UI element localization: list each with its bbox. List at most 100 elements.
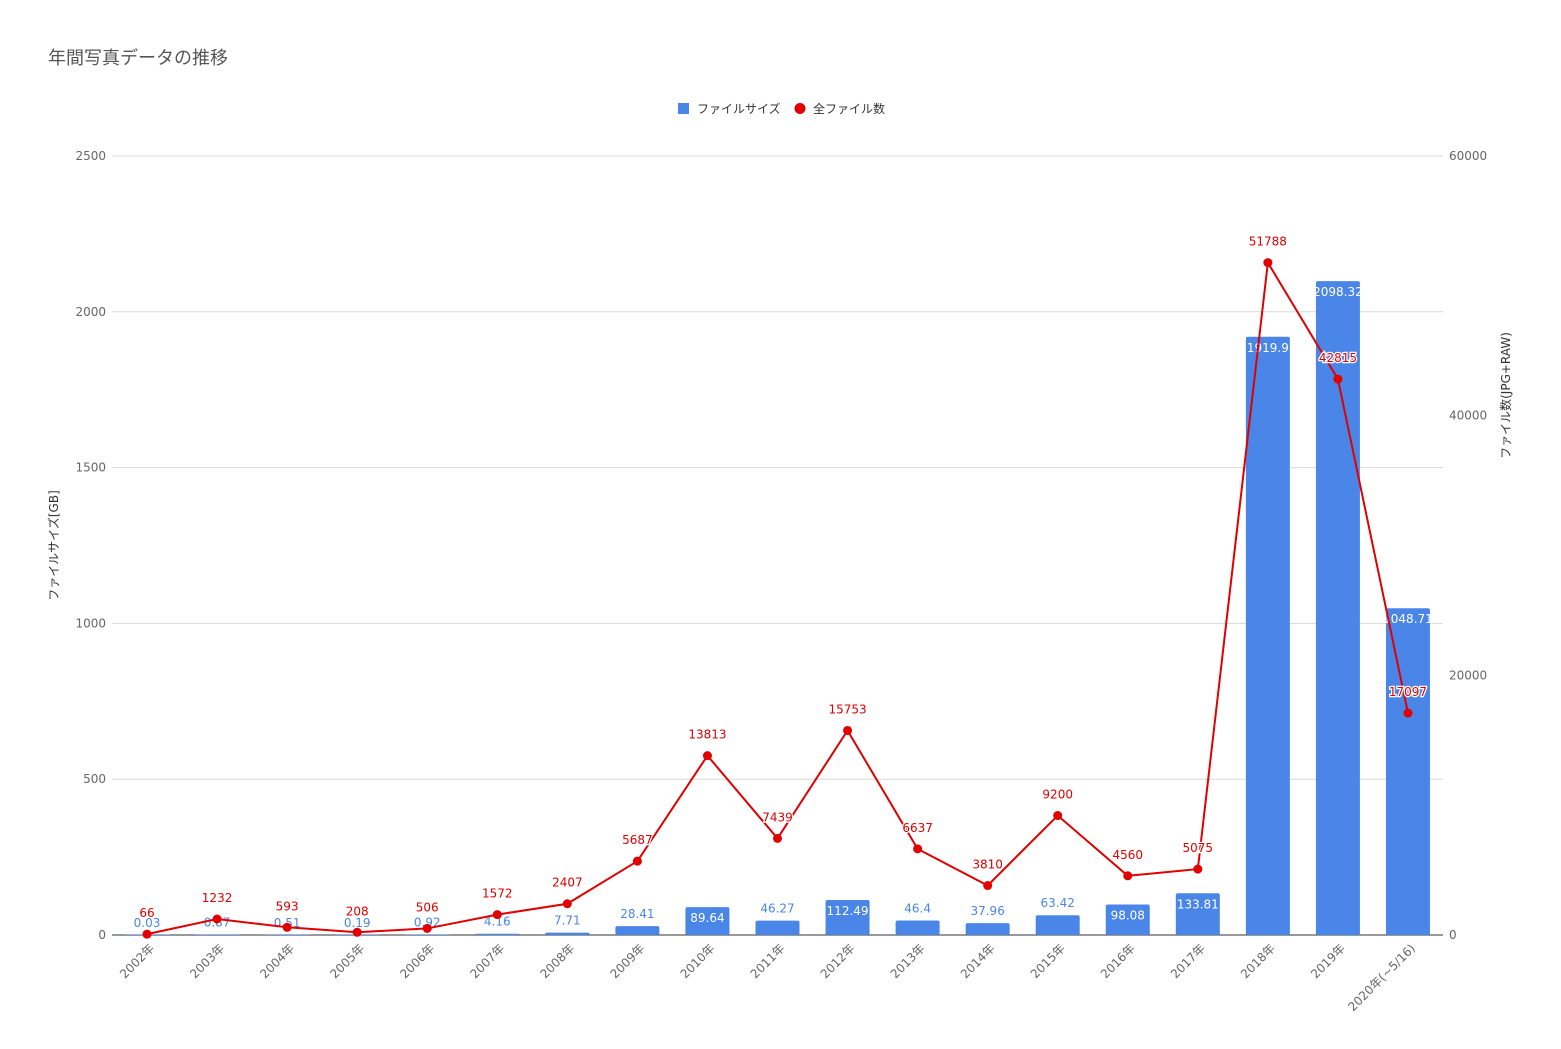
bar <box>475 933 520 935</box>
bar-data-labels: 0.030.870.510.190.924.167.7128.4189.6446… <box>134 285 1433 930</box>
line-point <box>492 910 502 920</box>
bar-series <box>125 281 1430 936</box>
line-data-label: 66 <box>139 906 154 920</box>
line-point <box>843 725 853 735</box>
x-tick-label: 2003年 <box>187 941 227 981</box>
bar-data-label: 7.71 <box>554 914 581 928</box>
line-point <box>702 751 712 761</box>
line-point <box>282 922 292 932</box>
legend-bar-label: ファイルサイズ <box>697 101 781 116</box>
x-tick-label: 2006年 <box>397 941 437 981</box>
bar <box>1245 336 1290 935</box>
line-data-label: 506 <box>416 900 439 914</box>
line-data-label: 208 <box>346 904 369 918</box>
bar-data-label: 1048.71 <box>1383 612 1433 626</box>
bar-data-label: 1919.9 <box>1247 341 1289 355</box>
x-tick-label: 2017年 <box>1168 941 1208 981</box>
line-point <box>1123 871 1133 881</box>
line-data-label: 4560 <box>1112 848 1143 862</box>
line-data-label: 51788 <box>1249 235 1287 249</box>
left-tick-label: 500 <box>83 772 106 786</box>
line-point <box>352 927 362 937</box>
bar <box>545 932 590 935</box>
bar <box>755 920 800 935</box>
x-tick-label: 2008年 <box>537 941 577 981</box>
line-data-label: 42815 <box>1319 351 1357 365</box>
line-point <box>1403 708 1413 718</box>
line-data-label: 6637 <box>902 821 933 835</box>
left-tick-label: 2500 <box>75 149 106 163</box>
line-point <box>1193 864 1203 874</box>
legend-line-swatch <box>794 103 806 114</box>
x-tick-label: 2013年 <box>888 941 928 981</box>
line-point <box>913 844 923 854</box>
y-left-title: ファイルサイズ[GB] <box>46 490 61 601</box>
x-tick-label: 2004年 <box>257 941 297 981</box>
right-axis-ticks: 0 20000 40000 60000 <box>1449 149 1487 942</box>
bar <box>265 934 310 935</box>
bar <box>615 926 660 935</box>
line-data-label: 1232 <box>202 891 233 905</box>
line-data-label: 1572 <box>482 887 513 901</box>
chart-title: 年間写真データの推移 <box>48 48 228 69</box>
bar <box>895 920 940 935</box>
line-point <box>422 923 432 933</box>
line-data-label: 2407 <box>552 876 583 890</box>
left-tick-label: 1500 <box>75 461 106 475</box>
x-tick-label: 2019年 <box>1308 941 1348 981</box>
line-data-label: 5687 <box>622 833 653 847</box>
axis-titles: ファイルサイズ[GB] ファイル数(JPG+RAW) <box>46 332 1513 601</box>
line-point <box>632 856 642 866</box>
line-data-label: 7439 <box>762 810 793 824</box>
line-point <box>983 881 993 891</box>
line-data-labels: 66 1232 593 208 506 1572 2407 5687 13813 7439 1575… <box>138 233 1428 921</box>
line-point <box>1053 811 1063 821</box>
bar-data-label: 28.41 <box>620 907 654 921</box>
bar <box>1385 608 1430 935</box>
line-point <box>562 899 572 909</box>
bar <box>195 934 240 935</box>
x-tick-label: 2011年 <box>748 941 788 981</box>
x-tick-label: 2010年 <box>678 941 718 981</box>
bar-data-label: 98.08 <box>1111 908 1145 922</box>
bar-data-label: 4.16 <box>484 915 511 929</box>
bar-data-label: 63.42 <box>1041 896 1075 910</box>
x-tick-label: 2018年 <box>1238 941 1278 981</box>
line-series <box>142 258 1413 939</box>
x-tick-label: 2012年 <box>818 941 858 981</box>
bar <box>405 934 450 935</box>
right-tick-label: 60000 <box>1449 149 1487 163</box>
x-tick-label: 2007年 <box>467 941 507 981</box>
legend: ファイルサイズ 全ファイル数 <box>678 101 885 116</box>
x-axis-ticks: 2002年 2003年 2004年 2005年 2006年 2007年 2008年 2009年… <box>117 941 1418 1014</box>
line-data-label: 3810 <box>972 858 1003 872</box>
bar <box>1175 893 1220 935</box>
legend-bar-swatch <box>678 103 689 114</box>
x-tick-label: 2005年 <box>327 941 367 981</box>
right-tick-label: 0 <box>1449 928 1457 942</box>
line-data-label: 5075 <box>1183 841 1214 855</box>
line-data-label: 13813 <box>688 728 726 742</box>
line-data-label: 15753 <box>828 702 866 716</box>
right-tick-label: 20000 <box>1449 668 1487 682</box>
right-tick-label: 40000 <box>1449 409 1487 423</box>
line-path <box>146 259 1409 936</box>
bar-data-label: 0.19 <box>344 916 371 930</box>
line-data-label: 593 <box>276 899 299 913</box>
left-tick-label: 2000 <box>75 305 106 319</box>
line-point <box>1333 374 1343 384</box>
y-right-title: ファイル数(JPG+RAW) <box>1498 332 1513 459</box>
bar-data-label: 89.64 <box>690 911 724 925</box>
line-data-label: 9200 <box>1042 788 1073 802</box>
bar <box>825 899 870 935</box>
x-tick-label: 2009年 <box>608 941 648 981</box>
left-tick-label: 1000 <box>75 616 106 630</box>
bar-data-label: 0.03 <box>134 916 161 930</box>
bar-data-label: 37.96 <box>970 904 1004 918</box>
line-point <box>142 929 152 939</box>
left-axis-ticks: 0 500 1000 1500 2000 2500 <box>75 149 106 942</box>
x-tick-label: 2015年 <box>1028 941 1068 981</box>
line-point <box>212 914 222 924</box>
bar-data-label: 46.27 <box>760 902 794 916</box>
